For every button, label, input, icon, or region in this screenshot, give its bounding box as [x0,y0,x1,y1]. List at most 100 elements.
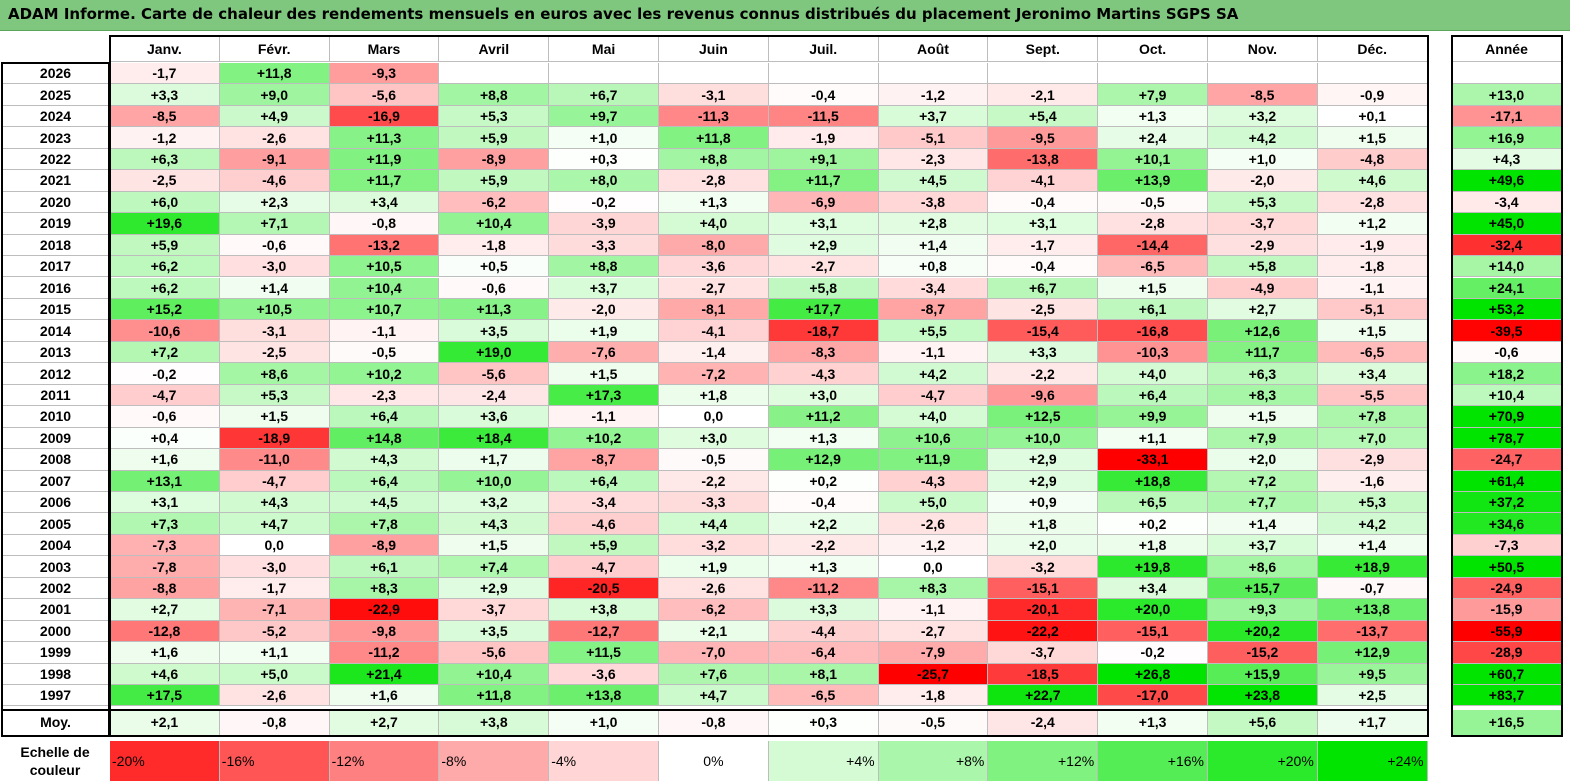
heatmap-cell: -15,1 [988,577,1099,600]
column-header: Juil. [768,36,879,62]
annual-cell: +61,4 [1452,470,1562,492]
annual-cell: -15,9 [1452,599,1562,621]
heatmap-cell: +10,2 [549,427,659,450]
heatmap-cell: +19,6 [110,213,220,235]
heatmap-cell: -0,6 [219,234,330,257]
row-year-label: 2021 [2,170,110,192]
heatmap-cell: -3,6 [549,663,659,686]
heatmap-cell: +2,0 [1208,449,1318,471]
annual-cell: -39,5 [1452,320,1562,342]
row-year-label: 2000 [2,620,110,643]
heatmap-cell: -11,0 [219,449,330,471]
heatmap-cell: +1,4 [1208,513,1318,535]
heatmap-cell: +9,3 [1208,599,1318,621]
row-year-label: 2010 [2,406,110,428]
heatmap-cell: +3,0 [659,427,769,450]
heatmap-cell: 0,0 [219,534,330,557]
heatmap-cell: +11,7 [329,170,440,192]
heatmap-cell: -12,8 [110,620,220,643]
heatmap-cell: +2,9 [988,449,1099,471]
heatmap-cell: -2,8 [1098,213,1208,235]
heatmap-cell: +3,7 [878,105,989,128]
heatmap-cell: -1,1 [1317,277,1428,299]
heatmap-cell: -8,7 [549,449,659,471]
heatmap-cell: +6,1 [1098,298,1208,321]
annual-cell: -24,7 [1452,449,1562,471]
heatmap-cell: +1,9 [659,556,769,578]
heatmap-cell: +10,0 [439,470,550,492]
heatmap-cell: -14,4 [1098,234,1208,257]
heatmap-cell: -7,9 [878,642,989,664]
heatmap-cell: -7,6 [549,341,659,364]
heatmap-cell [988,63,1099,85]
row-year-label: 2023 [2,127,110,149]
heatmap-cell: -3,7 [988,642,1099,664]
row-year-label: 2018 [2,234,110,257]
heatmap-cell: -6,4 [768,642,879,664]
heatmap-cell: +10,7 [329,298,440,321]
heatmap-cell: -7,2 [659,363,769,385]
heatmap-cell: +13,8 [1317,599,1428,621]
annual-cell: +45,0 [1452,213,1562,235]
heatmap-cell: +9,5 [1317,663,1428,686]
column-header: Mai [549,36,659,62]
heatmap-cell [439,63,550,85]
heatmap-cell: -2,5 [988,298,1099,321]
average-cell: +1,3 [1098,709,1208,736]
row-year-label: 2003 [2,556,110,578]
row-year-label: 2002 [2,577,110,600]
heatmap-cell: +5,9 [439,127,550,149]
heatmap-cell: -8,9 [439,148,550,171]
heatmap-cell: -0,5 [1098,191,1208,214]
heatmap-cell: +0,4 [110,427,220,450]
heatmap-cell: -1,9 [768,127,879,149]
heatmap-cell: +4,7 [219,513,330,535]
heatmap-cell: -2,4 [439,384,550,407]
heatmap-cell: +1,8 [659,384,769,407]
heatmap-cell: +17,3 [549,384,659,407]
heatmap-cell: +4,7 [659,685,769,707]
heatmap-cell: -0,6 [439,277,550,299]
heatmap-cell: +0,5 [439,256,550,278]
heatmap-cell: -5,6 [439,642,550,664]
heatmap-cell: +10,2 [329,363,440,385]
heatmap-cell: +1,3 [768,556,879,578]
heatmap-cell: -4,1 [988,170,1099,192]
heatmap-cell: +17,5 [110,685,220,707]
heatmap-cell: +12,6 [1208,320,1318,342]
heatmap-cell: -11,2 [329,642,440,664]
heatmap-cell: +5,9 [110,234,220,257]
heatmap-cell: +12,5 [988,406,1099,428]
heatmap-cell: +8,3 [329,577,440,600]
heatmap-cell: +6,4 [549,470,659,492]
heatmap-cell: +3,1 [110,492,220,514]
heatmap-cell: +3,4 [1317,363,1428,385]
heatmap-cell: +17,7 [768,298,879,321]
heatmap-cell: +19,8 [1098,556,1208,578]
heatmap-cell: -2,0 [549,298,659,321]
heatmap-cell: +2,5 [1317,685,1428,707]
row-year-label: 2007 [2,470,110,492]
heatmap-cell: +1,5 [1317,127,1428,149]
average-cell: +1,0 [549,709,659,736]
color-scale-stop: 0% [659,741,769,781]
heatmap-cell: -3,9 [549,213,659,235]
annual-cell: +50,5 [1452,556,1562,578]
heatmap-cell: +22,7 [988,685,1099,707]
heatmap-cell: +6,0 [110,191,220,214]
heatmap-cell: +1,8 [988,513,1099,535]
row-year-label: 2019 [2,213,110,235]
heatmap-cell: -3,1 [219,320,330,342]
heatmap-cell: -3,2 [659,534,769,557]
row-year-label: 2006 [2,492,110,514]
heatmap-cell: -6,2 [439,191,550,214]
color-scale-label: Echelle de couleur [20,744,90,778]
heatmap-cell: -11,2 [768,577,879,600]
heatmap-cell: -2,0 [1208,170,1318,192]
heatmap-cell: -2,3 [329,384,440,407]
heatmap-cell: +6,7 [549,84,659,106]
heatmap-cell: +1,5 [549,363,659,385]
heatmap-cell: +7,9 [1098,84,1208,106]
heatmap-cell: -2,5 [219,341,330,364]
heatmap-cell: -6,5 [768,685,879,707]
